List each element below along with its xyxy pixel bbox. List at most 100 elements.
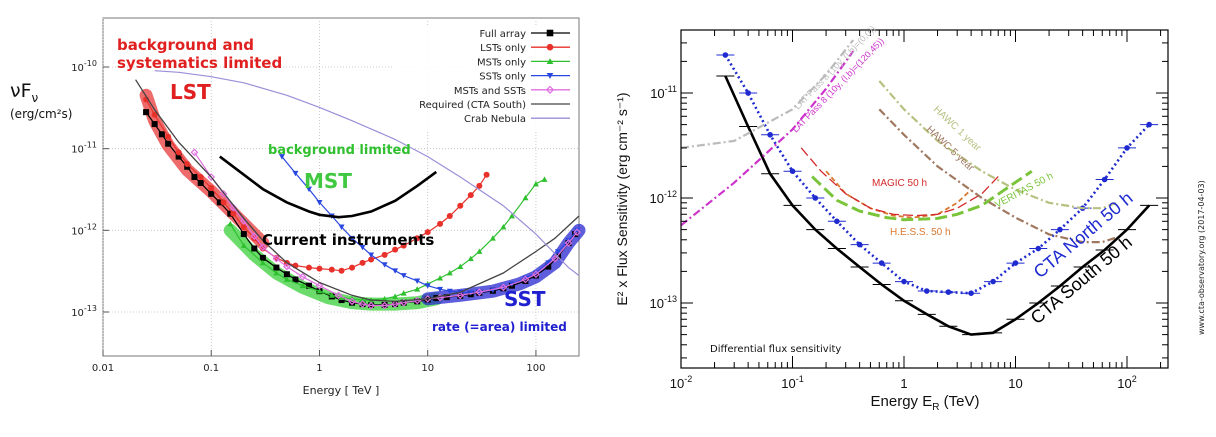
series-cta-south-50-h [716, 75, 1159, 336]
left-y-tick-base: 10 [71, 226, 84, 237]
right-y-tick-base: 10 [650, 86, 664, 101]
point-msts-and-ssts [456, 291, 465, 300]
right-y-tick-base: 10 [650, 191, 664, 206]
point-full-array [305, 282, 312, 289]
point-msts-and-ssts [367, 301, 375, 310]
point-msts-and-ssts [391, 300, 399, 308]
point-full-array [227, 210, 234, 217]
point-msts-and-ssts [190, 148, 199, 157]
series-ssts-only [278, 154, 581, 296]
legend-label: SSTs only [479, 72, 526, 83]
point-cta-north-50-h [856, 241, 863, 248]
left-ylabel-sub: ν [32, 91, 39, 105]
point-lsts-only [220, 199, 227, 206]
point-cta-north-50-h [968, 290, 974, 296]
right-y-tick-label: 10-11 [650, 84, 677, 101]
point-lsts-only [483, 171, 490, 178]
point-lsts-only [338, 267, 345, 274]
point-ssts-only [414, 278, 421, 284]
series-msts-only [227, 176, 548, 303]
point-lsts-only [368, 256, 375, 263]
point-cta-north-50-h [812, 195, 819, 201]
right-x-tick-base: 1 [900, 376, 907, 391]
right-series [680, 39, 1159, 336]
annotation-background-and: background and [117, 36, 254, 54]
line-msts-and-ssts [194, 152, 578, 307]
point-ssts-only [392, 268, 399, 274]
point-msts-and-ssts [499, 283, 508, 292]
left-x-tick-label: 10 [421, 363, 434, 374]
point-lsts-only [316, 265, 323, 272]
line-lat-pass-8-10y-l-b-120-45 [680, 50, 855, 227]
line-h-e-s-s-50-h [825, 170, 972, 219]
point-lsts-only [328, 266, 335, 273]
point-ssts-only [305, 186, 312, 193]
point-ssts-only [278, 154, 285, 160]
right-y-tick-exp: -11 [665, 84, 677, 94]
legend-marker [546, 43, 554, 51]
series-required-cta-south [135, 79, 580, 303]
point-msts-only [522, 194, 529, 201]
point-lsts-only [165, 133, 172, 140]
right-y-tick-label: 10-13 [650, 294, 677, 311]
point-msts-only [328, 292, 335, 298]
point-lsts-only [151, 111, 158, 118]
point-msts-only [414, 286, 421, 292]
point-full-array [283, 271, 290, 278]
inner-text-differential: Differential flux sensitivity [710, 344, 841, 355]
point-cta-north-50-h [1012, 260, 1019, 266]
point-cta-north-50-h [945, 289, 952, 295]
point-msts-and-ssts [334, 291, 343, 300]
right-x-tick-base: 10 [781, 376, 795, 391]
left-y-tick-base: 10 [71, 63, 84, 74]
line-crab-nebula [154, 70, 580, 276]
point-msts-and-ssts [259, 243, 267, 252]
point-lsts-only [392, 246, 399, 253]
right-x-tick-base: 10 [1117, 376, 1131, 391]
left-series [135, 70, 581, 310]
legend-label: MSTs only [477, 57, 526, 68]
left-x-tick-label: 100 [526, 363, 545, 374]
point-msts-and-ssts [315, 281, 324, 290]
point-lsts-only [457, 202, 464, 209]
right-x-axis-label: Energy ER (TeV) [871, 393, 980, 413]
point-msts-only [437, 275, 444, 281]
point-lsts-only [400, 242, 407, 249]
left-y-tick-exp: -10 [84, 59, 97, 68]
point-msts-and-ssts [532, 270, 540, 279]
label-h-e-s-s-50-h: H.E.S.S. 50 h [890, 227, 951, 238]
point-msts-only [227, 220, 234, 227]
line-cta-north-50-h [724, 54, 1151, 295]
right-y-tick-exp: -13 [664, 294, 677, 304]
point-msts-only [508, 212, 515, 219]
line-veritas-50-h [811, 169, 1033, 222]
annotation-current-instruments: Current instruments [262, 231, 434, 249]
point-lsts-only [349, 264, 356, 271]
point-lsts-only [359, 259, 366, 266]
point-cta-north-50-h [722, 52, 729, 58]
series-hawc-1-year [878, 80, 1117, 210]
right-x-tick-exp: 2 [1132, 374, 1137, 384]
right-x-ticks: 10-2 10-1 1 10 102 [670, 30, 1162, 391]
point-lsts-only [446, 212, 453, 219]
point-full-array [338, 297, 345, 304]
point-cta-north-50-h [745, 90, 751, 96]
point-cta-north-50-h [1035, 245, 1042, 252]
point-cta-north-50-h [1057, 226, 1063, 233]
point-msts-and-ssts [399, 298, 408, 307]
point-ssts-only [522, 275, 529, 282]
point-ssts-only [437, 286, 444, 293]
point-msts-and-ssts [358, 300, 367, 308]
series-current-instruments [219, 155, 438, 219]
point-msts-only [457, 263, 464, 269]
annotation-background-limited: background limited [268, 143, 411, 158]
point-msts-only [273, 270, 280, 276]
legend-marker [545, 85, 555, 94]
right-y-tick-base: 10 [650, 296, 664, 311]
point-cta-north-50-h [834, 218, 840, 225]
left-y-tick-base: 10 [71, 308, 84, 319]
